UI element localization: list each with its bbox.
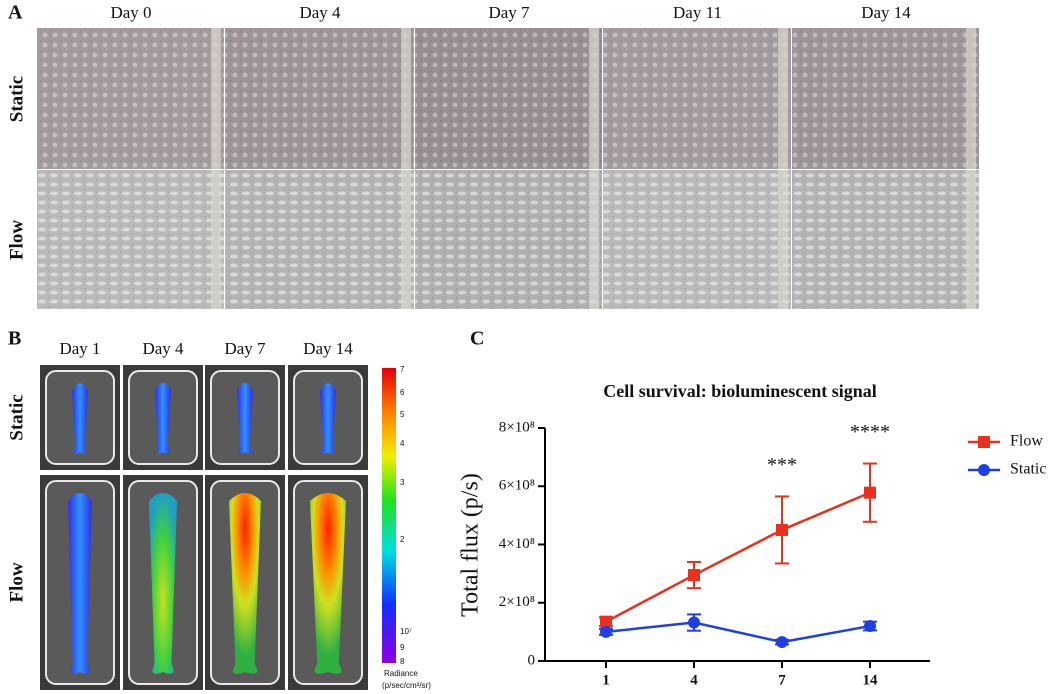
- row-label: Flow: [6, 562, 27, 602]
- channel-edge: [966, 28, 976, 169]
- x-tick-label: 14: [863, 672, 879, 688]
- micrograph: [603, 28, 791, 169]
- row-label: Flow: [6, 220, 27, 260]
- legend-label: Flow: [1010, 433, 1043, 450]
- channel-edge: [966, 170, 976, 309]
- colorbar-tick-label: 5: [400, 410, 405, 419]
- micrograph: [415, 28, 602, 169]
- colorbar-tick-label: 6: [400, 388, 405, 397]
- row-label: Static: [6, 394, 27, 440]
- y-tick-label: 6×10⁸: [499, 478, 535, 494]
- channel-edge: [778, 170, 788, 309]
- colorbar-tick-label: 4: [400, 439, 405, 448]
- column-label: Day 1: [59, 339, 100, 358]
- micrograph: [37, 170, 224, 309]
- micrograph: [792, 28, 979, 169]
- panel-label: B: [8, 328, 21, 350]
- x-tick-label: 1: [602, 672, 610, 688]
- data-point: [864, 620, 876, 633]
- bone-signal: [320, 383, 336, 454]
- column-label: Day 0: [110, 3, 151, 22]
- column-label: Day 7: [488, 3, 530, 22]
- colorbar-tick-label: 8: [400, 657, 405, 666]
- data-point: [776, 523, 788, 536]
- y-tick-label: 2×10⁸: [499, 594, 535, 610]
- colorbar-tick-label: 3: [400, 478, 405, 487]
- colorbar-tick-label: 7: [400, 365, 405, 374]
- micrograph: [37, 28, 224, 169]
- channel-edge: [778, 28, 788, 169]
- significance-label: ***: [767, 454, 797, 476]
- channel-edge: [589, 28, 599, 169]
- micrograph: [792, 170, 979, 309]
- colorbar: [382, 368, 396, 663]
- colorbar-tick-label: 2: [400, 535, 405, 544]
- y-tick-label: 8×10⁸: [499, 419, 535, 435]
- data-point: [864, 486, 876, 499]
- row-label: Static: [6, 76, 27, 122]
- panel-label: A: [8, 2, 23, 24]
- significance-label: ****: [850, 421, 890, 443]
- data-point: [688, 616, 700, 629]
- data-point: [600, 625, 612, 638]
- column-label: Day 14: [303, 339, 353, 358]
- x-tick-label: 4: [690, 672, 698, 688]
- column-label: Day 4: [299, 3, 341, 22]
- micrograph: [225, 28, 414, 169]
- colorbar-tick-label: 10⁷: [400, 627, 412, 636]
- column-label: Day 7: [224, 339, 266, 358]
- y-axis-label: Total flux (p/s): [458, 473, 484, 617]
- colorbar-tick-label: 9: [400, 643, 405, 652]
- legend-marker: [978, 464, 990, 476]
- column-label: Day 14: [861, 3, 911, 22]
- data-point: [600, 615, 612, 628]
- y-tick-label: 0: [528, 652, 536, 668]
- bone-signal: [229, 493, 261, 674]
- colorbar-title: Radiance: [384, 669, 418, 678]
- channel-edge: [211, 170, 221, 309]
- data-point: [688, 569, 700, 582]
- bone-signal: [72, 383, 88, 454]
- channel-edge: [589, 170, 599, 309]
- column-label: Day 4: [142, 339, 184, 358]
- bone-signal: [310, 493, 346, 674]
- micrograph: [603, 170, 791, 309]
- panel-b: B Radiance (p/sec/cm²/sr) Day 1 Day 4 Day …: [6, 328, 431, 691]
- panel-c: C Cell survival: bioluminescent signal T…: [458, 328, 1047, 689]
- column-label: Day 11: [673, 3, 722, 22]
- x-tick-label: 7: [778, 672, 786, 688]
- legend-label: Static: [1010, 461, 1046, 478]
- bone-signal: [68, 493, 92, 674]
- colorbar-unit: (p/sec/cm²/sr): [382, 681, 431, 690]
- micrograph: [225, 170, 414, 309]
- micrograph: [415, 170, 602, 309]
- data-point: [776, 636, 788, 649]
- channel-edge: [401, 170, 411, 309]
- legend-marker: [978, 436, 990, 448]
- chart-title: Cell survival: bioluminescent signal: [603, 381, 877, 401]
- series-line: [605, 491, 871, 623]
- channel-edge: [211, 28, 221, 169]
- panel-label: C: [470, 328, 484, 350]
- bone-signal: [155, 383, 171, 454]
- series-line: [605, 621, 871, 644]
- bone-signal: [149, 493, 177, 674]
- panel-a: A Day 0 Day 4 Day 7 Day 11 Day 14 Static Flow: [6, 2, 979, 309]
- y-tick-label: 4×10⁸: [499, 536, 535, 552]
- channel-edge: [401, 28, 411, 169]
- bone-signal: [237, 383, 253, 454]
